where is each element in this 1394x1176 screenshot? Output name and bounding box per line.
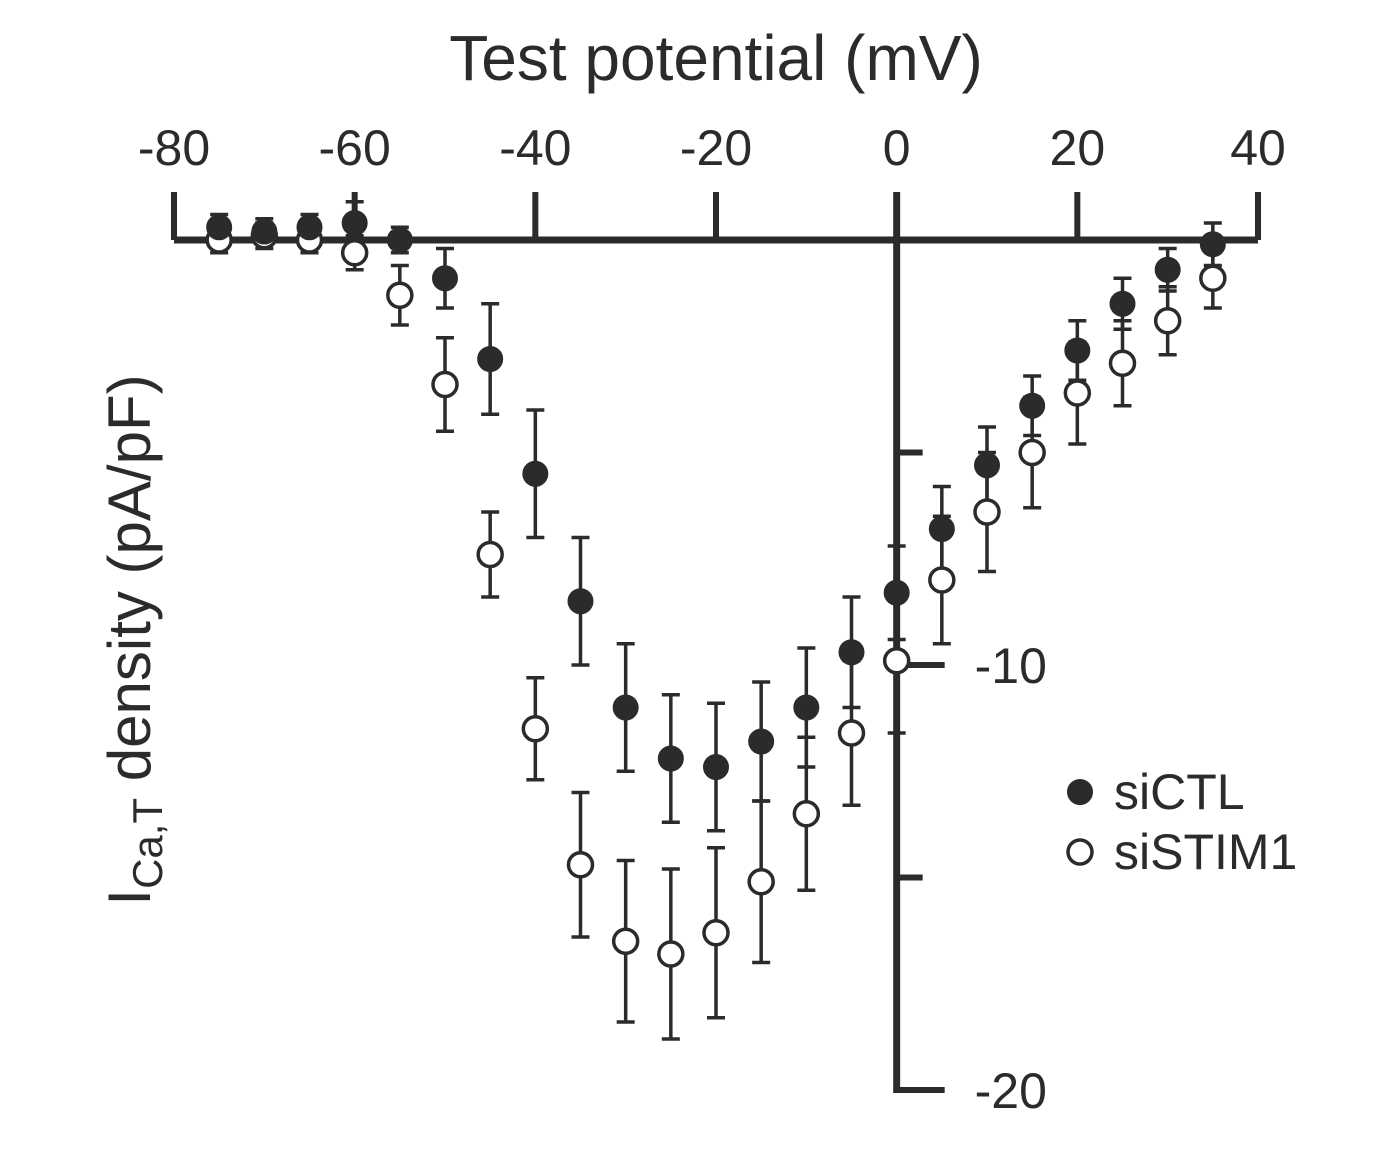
data-point-sictl xyxy=(883,579,910,606)
data-point-sictl xyxy=(1019,392,1046,419)
y-tick-label: -10 xyxy=(975,638,1047,694)
legend-label-sictl: siCTL xyxy=(1114,764,1245,820)
data-point-sictl xyxy=(522,460,549,487)
x-tick-label: -40 xyxy=(499,120,571,176)
data-point-sistim1 xyxy=(747,868,775,896)
x-tick-label: -80 xyxy=(138,120,210,176)
x-tick-label: 20 xyxy=(1050,120,1106,176)
data-point-sictl xyxy=(432,265,458,292)
data-point-sictl xyxy=(974,452,1000,479)
data-point-sistim1 xyxy=(611,927,640,955)
data-point-sictl xyxy=(386,227,413,253)
y-axis-label-rest: density (pA/pF) xyxy=(96,374,163,798)
data-point-sistim1 xyxy=(1199,264,1227,292)
data-point-sictl xyxy=(838,639,865,666)
data-point-sictl xyxy=(703,754,729,780)
data-point-sistim1 xyxy=(928,566,956,594)
data-point-sictl xyxy=(1109,290,1136,317)
data-point-sistim1 xyxy=(837,719,866,747)
data-point-sictl xyxy=(657,745,684,772)
y-axis-label: ICa,T density (pA/pF) xyxy=(96,374,171,905)
axes: -80 -60 -40 -20 0 20 40 -10 -20 xyxy=(138,120,1286,1119)
data-point-sistim1 xyxy=(521,715,550,743)
data-point-sistim1 xyxy=(340,239,369,267)
data-point-sictl xyxy=(341,210,368,236)
data-point-sictl xyxy=(748,728,775,755)
data-point-sistim1 xyxy=(1153,307,1182,335)
x-tick-label: 0 xyxy=(883,120,911,176)
data-point-sictl xyxy=(296,214,323,241)
data-point-sistim1 xyxy=(792,800,821,828)
data-point-sictl xyxy=(928,516,955,542)
data-point-sictl xyxy=(251,218,278,245)
y-tick-label: -20 xyxy=(975,1063,1047,1119)
data-point-sistim1 xyxy=(1063,379,1092,407)
data-point-sictl xyxy=(1199,231,1226,258)
error-bars xyxy=(210,200,1222,1041)
data-point-sictl xyxy=(206,214,233,241)
data-point-sictl xyxy=(1154,256,1181,283)
data-point-sictl xyxy=(612,694,639,721)
data-point-sistim1 xyxy=(566,851,595,879)
x-tick-label: 40 xyxy=(1230,120,1286,176)
data-point-sistim1 xyxy=(1018,438,1046,467)
data-point-sistim1 xyxy=(476,540,504,569)
data-point-sistim1 xyxy=(882,647,911,675)
data-point-sictl xyxy=(793,694,820,721)
legend-marker-sictl xyxy=(1067,779,1093,805)
data-markers xyxy=(205,210,1227,968)
data-point-sistim1 xyxy=(702,919,730,947)
data-point-sictl xyxy=(567,588,594,615)
data-point-sistim1 xyxy=(1108,349,1137,377)
x-axis-label: Test potential (mV) xyxy=(449,22,983,94)
data-point-sictl xyxy=(1064,337,1091,364)
data-point-sistim1 xyxy=(657,940,685,968)
data-point-sistim1 xyxy=(386,281,414,309)
data-point-sictl xyxy=(477,346,504,372)
data-point-sistim1 xyxy=(973,498,1001,526)
y-axis-label-subscript: Ca,T xyxy=(124,798,171,889)
legend-marker-sistim1 xyxy=(1066,838,1094,866)
y-axis-label-symbol: I xyxy=(96,889,163,906)
x-tick-label: -60 xyxy=(319,120,391,176)
x-tick-label: -20 xyxy=(680,120,752,176)
legend-label-sistim1: siSTIM1 xyxy=(1114,824,1297,880)
data-point-sistim1 xyxy=(431,370,459,399)
